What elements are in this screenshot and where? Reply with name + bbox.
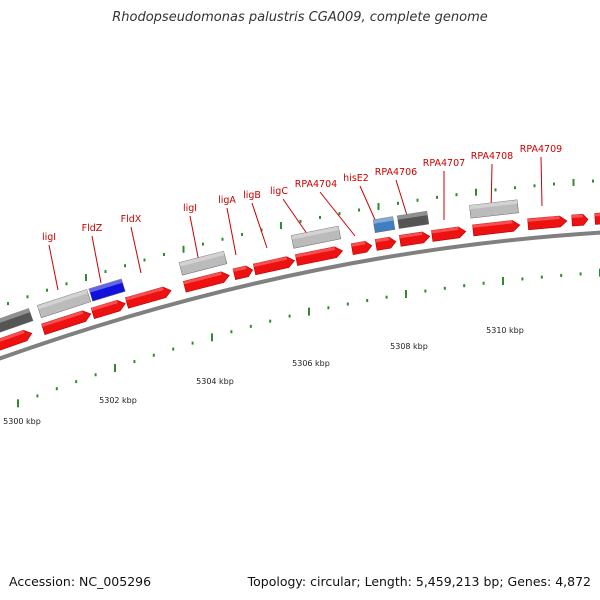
gene-label: RPA4704 [295,179,337,190]
leader-line [540,156,543,207]
feature-bar [88,278,126,302]
leader-line [319,191,356,237]
leader-line [251,202,268,249]
kbp-label: 5308 kbp [390,342,428,351]
gene-label: hisE2 [343,173,369,184]
cds-arrow [398,231,431,247]
leader-line [91,235,102,284]
kbp-label: 5304 kbp [196,377,234,386]
gene-label: RPA4706 [375,167,417,178]
gene-label: ligI [183,203,197,214]
upper-gene-track [0,199,519,335]
lower-gene-track [0,212,600,354]
gene-label: FldX [121,214,142,225]
cds-arrow [374,236,397,251]
kbp-label-group: 5300 kbp 5302 kbp 5304 kbp 5306 kbp 5308 kbp… [3,326,524,426]
cds-arrow [472,220,521,237]
leader-line [226,207,237,256]
gene-label: RPA4707 [423,158,465,169]
gene-label: RPA4708 [471,151,513,162]
cds-arrow [182,271,230,293]
cds-arrow [90,299,126,320]
cds-arrow [41,310,92,335]
page-title: Rhodopseudomonas palustris CGA009, compl… [112,10,488,25]
feature-bar [469,199,519,219]
gene-label-group: ligI FldZ FldX ligI ligA ligB ligC RPA4704 hisE2… [42,144,562,243]
leader-line [189,215,200,263]
gene-label: FldZ [82,223,103,234]
feature-bar [372,216,396,233]
gene-label: ligC [270,186,288,197]
scale-tick-row [17,268,600,408]
feature-bar [290,225,342,249]
leader-line [48,244,59,291]
cds-arrow [431,226,467,242]
cds-arrow [527,215,568,231]
accession-text: Accession: NC_005296 [9,574,152,589]
cds-arrow [350,241,373,255]
cds-arrow [0,330,33,354]
feature-bar [0,308,34,335]
kbp-label: 5310 kbp [486,326,524,335]
cds-arrow [125,286,172,309]
cds-arrow [571,213,589,227]
gene-label: ligA [218,195,236,206]
feature-bar [178,250,228,276]
kbp-label: 5302 kbp [99,396,137,405]
gene-label: ligI [42,232,56,243]
leader-line [130,226,142,274]
feature-bar [396,210,430,229]
cds-arrow [252,256,295,276]
outer-tick-row [7,178,594,306]
genome-backbone [0,230,600,361]
feature-bar [36,289,92,319]
kbp-label: 5300 kbp [3,417,41,426]
gene-label: ligB [243,190,261,201]
cds-arrow [295,246,344,266]
cds-arrow [594,212,600,225]
kbp-label: 5306 kbp [292,359,330,368]
cds-arrow [232,265,254,281]
genome-summary-text: Topology: circular; Length: 5,459,213 bp… [247,574,591,589]
gene-label: RPA4709 [520,144,562,155]
